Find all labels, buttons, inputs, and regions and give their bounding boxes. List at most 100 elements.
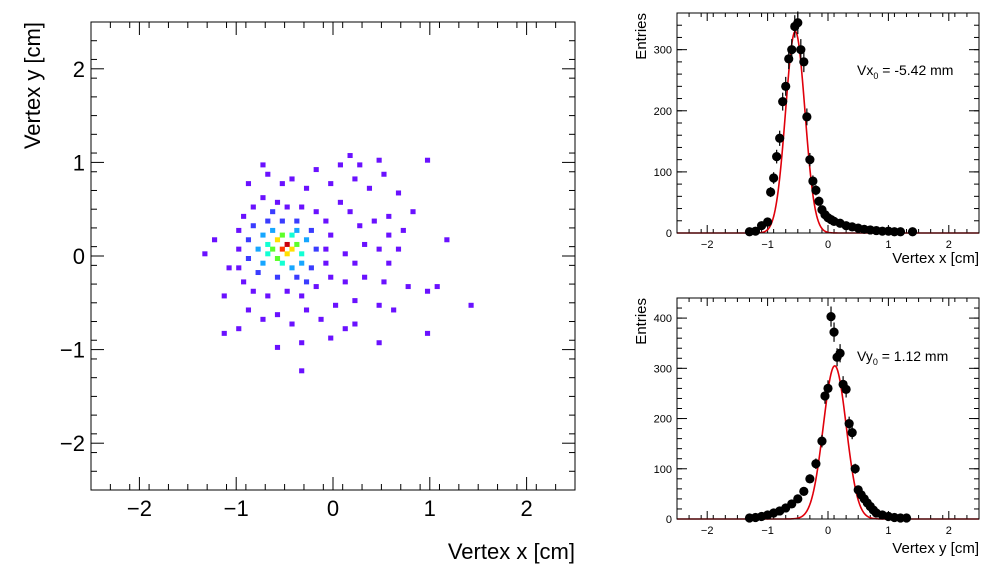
- heatmap-bin: [376, 157, 382, 163]
- heatmap-bin: [299, 204, 305, 210]
- heatmap-bin: [347, 209, 353, 215]
- heatmap-bin: [328, 232, 334, 238]
- heatmap-bin: [313, 209, 319, 215]
- heatmap-bin: [381, 171, 387, 177]
- heatmap-bin: [221, 293, 227, 299]
- x-tick-label: 1: [424, 496, 436, 521]
- plot-frame: [676, 12, 980, 234]
- y-tick-label: 0: [666, 228, 672, 240]
- heatmap-bin: [444, 237, 450, 243]
- x-tick-label: 2: [520, 496, 532, 521]
- data-point: [793, 18, 803, 28]
- data-point: [775, 133, 785, 143]
- x-tick-label: 1: [885, 525, 891, 537]
- heatmap-bin: [270, 209, 276, 215]
- heatmap-bin: [303, 185, 310, 191]
- fit-annotation-symbol: Vx: [857, 62, 873, 78]
- heatmap-bin: [250, 204, 256, 210]
- heatmap-bin: [376, 302, 382, 308]
- data-point: [907, 227, 918, 237]
- heatmap-bin: [279, 232, 285, 238]
- heatmap-bin: [241, 279, 247, 285]
- x-axis-label: Vertex y [cm]: [892, 540, 979, 557]
- y-tick-label: 0: [666, 514, 672, 526]
- heatmap-bin: [391, 307, 397, 313]
- heatmap-bin: [352, 260, 358, 266]
- data-point: [829, 327, 839, 337]
- y-tick-label: 300: [654, 45, 672, 57]
- heatmap-bin: [226, 265, 232, 271]
- heatmap-bin: [376, 246, 382, 252]
- data-point: [766, 187, 776, 197]
- heatmap-bin: [386, 213, 392, 219]
- heatmap-bin: [221, 330, 227, 336]
- fit-annotation: Vy0 = 1.12 mm: [857, 348, 948, 367]
- heatmap-bin: [260, 316, 266, 322]
- heatmap-bin: [265, 171, 271, 177]
- heatmap-bin: [381, 279, 387, 285]
- data-point: [802, 112, 812, 122]
- data-point: [901, 513, 912, 523]
- heatmap-bin: [265, 241, 271, 247]
- x-tick-label: −1: [224, 496, 249, 521]
- data-point: [835, 348, 845, 358]
- heatmap-bin: [274, 256, 281, 261]
- heatmap-bin: [279, 218, 285, 224]
- data-point: [805, 155, 815, 165]
- heatmap-bin: [289, 246, 295, 252]
- x-tick-label: 2: [946, 525, 952, 537]
- heatmap-bin: [337, 162, 343, 168]
- heatmap-bin: [313, 284, 319, 290]
- heatmap-bin: [212, 237, 218, 243]
- heatmap-bin: [313, 167, 319, 173]
- x-tick-label: −2: [701, 239, 714, 251]
- data-point: [811, 459, 821, 469]
- heatmap-bin: [245, 256, 252, 261]
- heatmap-bin: [255, 246, 261, 252]
- heatmap-bin: [289, 232, 295, 238]
- data-point: [778, 97, 788, 107]
- heatmap-bin: [362, 274, 368, 280]
- heatmap-bin: [424, 157, 431, 163]
- fit-annotation-subscript: 0: [873, 357, 878, 367]
- heatmap-bin: [328, 335, 334, 341]
- heatmap-bin: [434, 284, 440, 290]
- heatmap-bin: [289, 176, 295, 182]
- data-point: [796, 45, 806, 55]
- y-tick-label: 100: [654, 464, 672, 476]
- heatmap-bin: [424, 288, 431, 294]
- data-point: [841, 384, 851, 395]
- heatmap-bin: [342, 279, 348, 285]
- heatmap-bin: [289, 265, 295, 271]
- data-point: [850, 464, 860, 474]
- y-axis-label: Entries: [633, 298, 650, 345]
- data-point: [763, 217, 773, 227]
- heatmap-bin: [245, 237, 252, 243]
- heatmap-bin: [289, 321, 295, 327]
- heatmap-bin: [294, 274, 300, 280]
- heatmap-bin: [333, 302, 339, 308]
- data-point: [787, 45, 797, 55]
- x-tick-label: 2: [946, 239, 952, 251]
- heatmap-bin: [303, 307, 310, 313]
- heatmap-bin: [270, 227, 276, 233]
- heatmap-bin: [284, 288, 290, 294]
- heatmap-bin: [342, 251, 348, 257]
- heatmap-bin: [424, 330, 431, 336]
- heatmap-bin: [270, 246, 276, 252]
- y-axis-label: Vertex y [cm]: [20, 22, 45, 149]
- data-point: [817, 436, 827, 446]
- heatmap-bin: [299, 368, 305, 374]
- heatmap-bin: [274, 199, 281, 205]
- heatmap-bin: [323, 246, 329, 252]
- y-tick-label: 200: [654, 414, 672, 426]
- heatmap-bin: [274, 237, 281, 243]
- heatmap-bin: [279, 246, 285, 252]
- heatmap-bin: [347, 153, 353, 159]
- heatmap-bin: [342, 326, 348, 332]
- y-tick-label: −1: [60, 338, 85, 363]
- heatmap-bin: [352, 176, 358, 182]
